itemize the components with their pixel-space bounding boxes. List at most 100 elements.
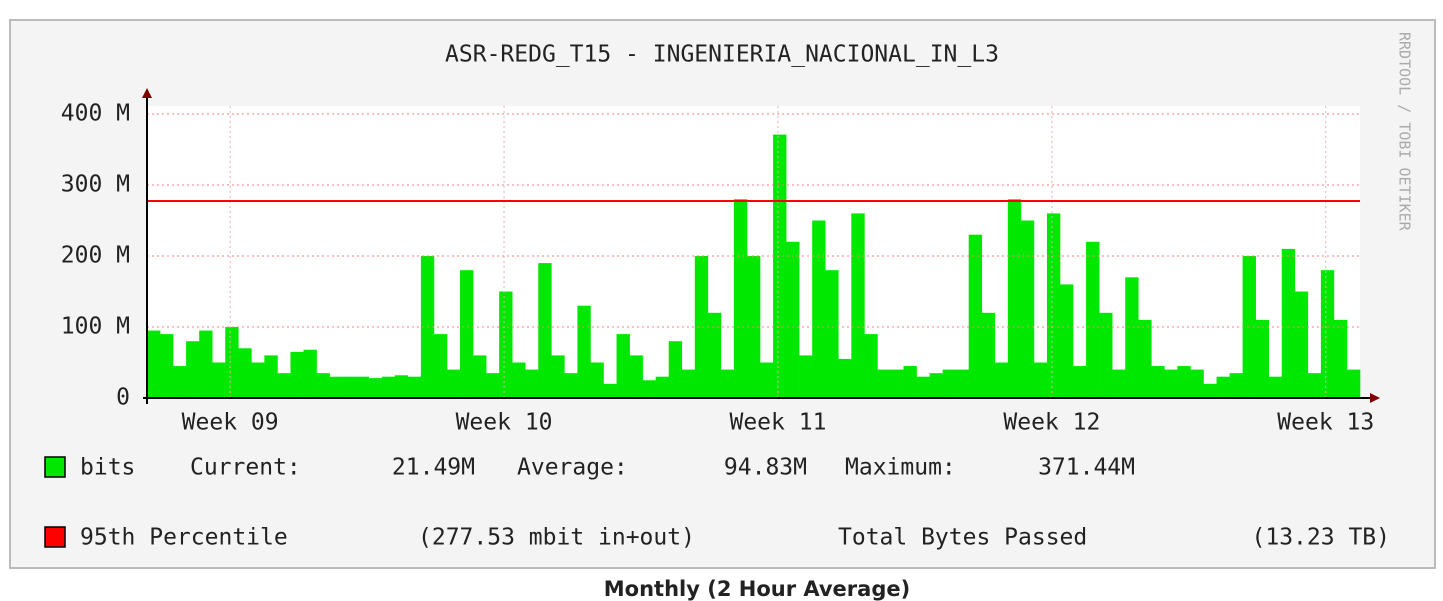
- area-step: [981, 312, 996, 398]
- y-axis-arrow: [142, 88, 152, 98]
- area-step: [212, 362, 226, 398]
- area-step: [290, 351, 304, 398]
- area-step: [1007, 199, 1022, 398]
- area-step: [799, 355, 813, 398]
- area-step: [1333, 319, 1348, 398]
- area-step: [1255, 319, 1269, 398]
- area-step: [1125, 277, 1139, 398]
- area-step: [1320, 270, 1335, 398]
- watermark: RRDTOOL / TOBI OETIKER: [1396, 32, 1414, 232]
- area-step: [1086, 241, 1100, 398]
- stat-value: 21.49M: [392, 455, 475, 481]
- y-tick-label: 0: [116, 385, 130, 411]
- area-step: [877, 369, 891, 398]
- area-step: [1307, 373, 1322, 398]
- area-step: [1281, 248, 1296, 398]
- area-step: [1060, 284, 1074, 398]
- area-step: [1138, 319, 1152, 398]
- area-step: [994, 362, 1009, 398]
- area-step: [694, 256, 709, 398]
- area-step: [381, 376, 396, 398]
- area-step: [473, 355, 487, 398]
- area-step: [277, 373, 291, 398]
- area-step: [616, 334, 630, 398]
- area-step: [1190, 369, 1204, 398]
- area-step: [812, 220, 826, 398]
- area-step: [1112, 369, 1126, 398]
- caption: Monthly (2 Hour Average): [604, 577, 910, 601]
- x-axis-arrow: [1370, 393, 1380, 403]
- x-tick-label: Week 11: [729, 410, 826, 436]
- area-step: [642, 380, 656, 398]
- area-step: [446, 369, 461, 398]
- area-step: [251, 362, 265, 398]
- area-step: [655, 376, 670, 398]
- area-step: [851, 213, 865, 398]
- area-step: [903, 366, 917, 398]
- area-step: [1099, 312, 1113, 398]
- area-step: [773, 134, 787, 398]
- area-step: [1033, 362, 1048, 398]
- x-tick-label: Week 10: [456, 410, 553, 436]
- area-step: [160, 334, 174, 398]
- area-step: [147, 330, 161, 398]
- area-step: [186, 341, 200, 398]
- legend-label: 95th Percentile: [80, 525, 288, 551]
- area-step: [460, 270, 474, 398]
- area-step: [407, 376, 422, 398]
- legend-swatch: [44, 456, 66, 478]
- legend-swatch: [44, 526, 66, 548]
- area-step: [1073, 366, 1087, 398]
- area-step: [720, 369, 735, 398]
- x-tick-label: Week 13: [1277, 410, 1374, 436]
- stat-value: 94.83M: [724, 455, 807, 481]
- area-step: [603, 383, 617, 398]
- area-step: [1020, 220, 1035, 398]
- area-step: [1151, 366, 1165, 398]
- area-step: [1164, 369, 1178, 398]
- area-step: [1294, 291, 1309, 398]
- area-step: [1268, 376, 1283, 398]
- area-step: [316, 373, 330, 398]
- area-step: [838, 358, 852, 398]
- area-step: [499, 291, 513, 398]
- area-step: [577, 305, 591, 398]
- area-step: [1203, 383, 1217, 398]
- total-label: Total Bytes Passed: [838, 525, 1087, 551]
- area-step: [238, 348, 252, 398]
- x-tick-label: Week 09: [182, 410, 279, 436]
- area-step: [1229, 373, 1243, 398]
- area-step: [355, 376, 370, 398]
- area-step: [1046, 213, 1061, 398]
- area-step: [1242, 256, 1256, 398]
- area-step: [760, 362, 774, 398]
- total-value: (13.23 TB): [1252, 525, 1390, 551]
- chart-title: ASR-REDG_T15 - INGENIERIA_NACIONAL_IN_L3: [445, 42, 999, 68]
- area-step: [1216, 376, 1230, 398]
- area-step: [590, 362, 604, 398]
- area-step: [564, 373, 578, 398]
- stat-label: Average:: [517, 455, 628, 481]
- area-step: [681, 369, 696, 398]
- x-tick-label: Week 12: [1003, 410, 1100, 436]
- area-step: [1346, 369, 1361, 398]
- area-step: [368, 378, 383, 398]
- area-step: [199, 330, 213, 398]
- area-step: [303, 349, 317, 398]
- area-step: [668, 341, 683, 398]
- area-step: [864, 334, 878, 398]
- area-step: [394, 375, 409, 398]
- percentile-label: (277.53 mbit in+out): [418, 525, 695, 551]
- area-step: [916, 376, 930, 398]
- area-step: [968, 234, 983, 398]
- legend-label: bits: [80, 455, 135, 481]
- area-step: [707, 312, 722, 398]
- y-tick-label: 400 M: [61, 101, 130, 127]
- area-step: [929, 373, 943, 398]
- area-step: [264, 355, 278, 398]
- area-step: [1177, 366, 1191, 398]
- stat-label: Maximum:: [845, 455, 956, 481]
- stat-value: 371.44M: [1038, 455, 1135, 481]
- area-step: [890, 369, 904, 398]
- area-step: [225, 327, 239, 398]
